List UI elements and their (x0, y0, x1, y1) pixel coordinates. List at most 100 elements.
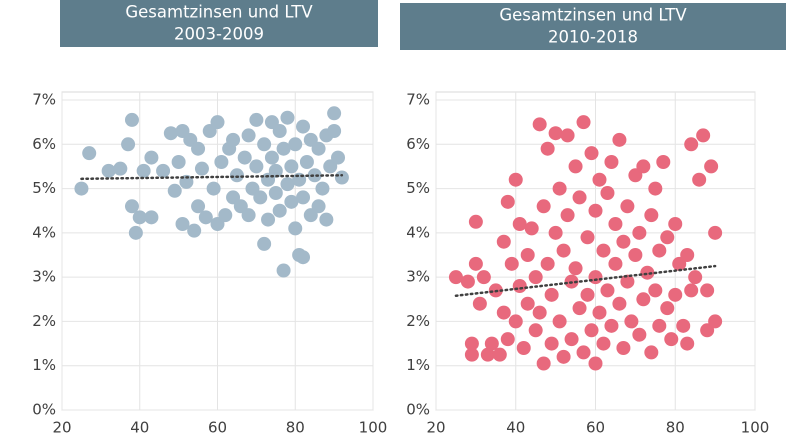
scatter-point (113, 161, 128, 176)
x-tick-label: 60 (208, 419, 227, 437)
scatter-point (660, 301, 675, 316)
scatter-point (484, 336, 499, 351)
scatter-point (632, 225, 647, 240)
scatter-point (616, 341, 631, 355)
scatter-point (307, 168, 322, 183)
scatter-point (532, 117, 547, 132)
scatter-point (552, 181, 567, 196)
scatter-point (656, 155, 671, 169)
scatter-point (508, 172, 523, 187)
scatter-point (684, 137, 699, 152)
scatter-point (568, 159, 583, 174)
scatter-point (249, 112, 264, 127)
x-tick-label: 40 (130, 419, 149, 437)
scatter-point (496, 305, 511, 320)
scatter-point (664, 332, 679, 347)
scatter-point (584, 146, 599, 161)
scatter-point (156, 163, 171, 178)
scatter-point (680, 336, 695, 351)
x-tick-label: 40 (506, 419, 525, 437)
y-tick-label: 4% (406, 223, 430, 241)
scatter-point (163, 126, 178, 141)
scatter-point (334, 170, 349, 185)
x-tick-label: 60 (586, 419, 605, 437)
scatter-point (528, 323, 543, 338)
scatter-point (261, 212, 276, 227)
scatter-point (268, 163, 283, 178)
scatter-point (688, 270, 703, 285)
scatter-point (588, 270, 603, 285)
scatter-point (588, 356, 603, 371)
scatter-point (572, 190, 587, 205)
scatter-point (241, 208, 256, 223)
scatter-point (548, 126, 563, 141)
scatter-point (311, 141, 326, 156)
scatter-point (187, 223, 202, 238)
scatter-point (292, 172, 307, 187)
scatter-point (604, 318, 619, 333)
scatter-point (284, 194, 299, 209)
scatter-point (604, 155, 619, 169)
scatter-point (692, 172, 707, 187)
scatter-point (680, 248, 695, 262)
scatter-point (272, 203, 287, 218)
scatter-point (592, 305, 607, 320)
scatter-point (644, 345, 659, 360)
scatter-point (121, 137, 136, 152)
scatter-point (315, 181, 330, 196)
scatter-point (101, 163, 116, 178)
scatter-point (191, 199, 206, 214)
scatter-point (608, 217, 623, 231)
scatter-point (280, 110, 295, 125)
scatter-point (636, 159, 651, 174)
scatter-point (214, 155, 229, 169)
scatter-point (560, 128, 575, 143)
scatter-point (652, 243, 667, 258)
y-tick-label: 3% (32, 268, 56, 286)
chart-subtitle: 2010-2018 (548, 28, 638, 47)
scatter-point (82, 146, 97, 161)
scatter-point (299, 155, 314, 169)
scatter-point (171, 155, 186, 169)
scatter-point (504, 256, 519, 271)
scatter-point (632, 327, 647, 342)
scatter-point (708, 225, 723, 240)
chart-title: Gesamtzinsen und LTV (125, 3, 313, 22)
y-tick-label: 2% (32, 312, 56, 330)
scatter-point (668, 217, 683, 231)
scatter-point (264, 150, 279, 165)
scatter-point (612, 296, 627, 311)
scatter-point (620, 199, 635, 214)
scatter-point (544, 336, 559, 351)
scatter-point (552, 314, 567, 329)
scatter-point (276, 141, 291, 156)
scatter-point (257, 236, 272, 251)
scatter-point (596, 243, 611, 258)
scatter-point (532, 305, 547, 320)
chart-subtitle: 2003-2009 (174, 25, 264, 44)
scatter-point (448, 270, 463, 285)
scatter-point (460, 274, 475, 289)
scatter-point (636, 292, 651, 307)
scatter-point (584, 323, 599, 338)
scatter-point (556, 349, 571, 364)
scatter-point (540, 256, 555, 271)
scatter-point (576, 115, 591, 130)
scatter-point (640, 265, 655, 280)
y-tick-label: 6% (32, 135, 56, 153)
scatter-point (588, 203, 603, 218)
scatter-point (464, 336, 479, 351)
scatter-point (198, 210, 213, 225)
scatter-point (296, 250, 311, 265)
scatter-point (296, 119, 311, 134)
scatter-point (572, 301, 587, 316)
scatter-point (136, 163, 151, 178)
x-tick-label: 80 (286, 419, 305, 437)
scatter-point (492, 347, 507, 362)
y-tick-label: 2% (406, 312, 430, 330)
chart-header (400, 3, 786, 50)
scatter-point (616, 234, 631, 249)
scatter-point (612, 132, 627, 147)
scatter-point (580, 230, 595, 245)
